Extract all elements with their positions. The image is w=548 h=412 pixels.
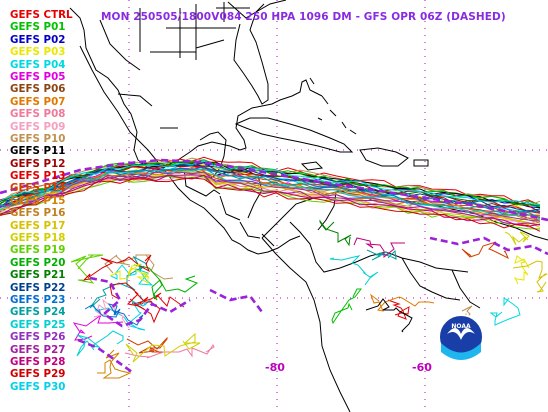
legend-item: GEFS P09 [10, 120, 66, 133]
operational-contour-segment [0, 158, 548, 222]
us-gulf-coastline [69, 7, 323, 171]
member-contour-south [124, 344, 215, 359]
legend-item: GEFS P21 [10, 269, 66, 282]
member-contour-south [93, 298, 130, 329]
south-america-borders [289, 191, 481, 309]
legend-item: GEFS P27 [10, 343, 66, 356]
legend-item: GEFS P23 [10, 293, 66, 306]
legend-item: GEFS P22 [10, 281, 66, 294]
lon-label-80w: -80 [265, 361, 285, 374]
member-contour-south [489, 297, 521, 326]
legend-item: GEFS P18 [10, 232, 66, 245]
mexico-interior-borders [99, 19, 178, 129]
member-contour-north [0, 174, 541, 226]
legend-item: GEFS P04 [10, 58, 66, 71]
member-contour-south [512, 260, 548, 293]
legend-item: GEFS CTRL [10, 9, 73, 21]
noaa-seagull-logo-icon: NOAA [438, 314, 484, 360]
jamaica-coastline [300, 161, 324, 171]
operational-contour-segment [209, 288, 264, 313]
operational-contour-segment [89, 276, 191, 328]
legend-item: GEFS P06 [10, 83, 66, 96]
legend-item: GEFS P13 [10, 170, 66, 183]
member-contour-south [110, 263, 154, 286]
member-contour-south [366, 249, 397, 261]
legend-item: GEFS P24 [10, 306, 66, 319]
member-contour-south [329, 255, 379, 286]
legend-item: GEFS P17 [10, 219, 66, 232]
member-contour-south [97, 349, 132, 379]
legend-item: GEFS P03 [10, 46, 66, 59]
member-contour-north [0, 168, 541, 219]
member-contour-north [0, 166, 541, 214]
member-contour-south [353, 237, 405, 259]
legend-item: GEFS P02 [10, 33, 66, 46]
mexico-pacific-coastline [79, 45, 301, 255]
noaa-logo-text: NOAA [451, 323, 471, 330]
member-contour-south [72, 308, 124, 341]
legend-item: GEFS P25 [10, 318, 66, 331]
legend-item: GEFS P29 [10, 368, 66, 381]
member-contour-south [461, 241, 509, 260]
member-contour-south [76, 330, 124, 357]
legend-item: GEFS P28 [10, 355, 66, 368]
lon-label-60w: -60 [412, 361, 432, 374]
member-contour-south [109, 282, 161, 324]
puerto-rico-coastline [413, 159, 429, 167]
member-contour-south [126, 336, 168, 354]
member-contour-north [0, 168, 541, 220]
member-contour-south [387, 299, 410, 320]
legend-item: GEFS P20 [10, 256, 66, 269]
operational-run-contour [0, 158, 548, 374]
atlantic-coastline [227, 0, 287, 19]
hispaniola-coastline [359, 147, 409, 167]
member-contour-south [133, 264, 199, 301]
legend-item: GEFS P01 [10, 21, 66, 34]
central-america-borders [183, 167, 275, 247]
member-contour-south [365, 298, 413, 333]
member-contour-north [0, 159, 541, 207]
member-contour-north [0, 177, 541, 232]
colombia-pacific-coastline [261, 237, 351, 412]
legend-item: GEFS P15 [10, 194, 66, 207]
ensemble-legend: GEFS CTRL GEFS P01 GEFS P02 GEFS P03 GEFS P0… [10, 9, 73, 393]
operational-contour-segment [429, 236, 548, 256]
member-contour-south [109, 263, 150, 284]
member-contour-south [70, 254, 104, 284]
legend-item: GEFS P10 [10, 132, 66, 145]
legend-item: GEFS P11 [10, 145, 66, 158]
member-contour-south [504, 231, 530, 246]
legend-item: GEFS P07 [10, 95, 66, 108]
legend-item: GEFS P14 [10, 182, 66, 195]
member-contour-north [0, 171, 541, 222]
member-contour-south [319, 219, 352, 247]
operational-contour-segment [77, 338, 133, 374]
legend-item: GEFS P26 [10, 331, 66, 344]
member-contour-south [513, 255, 530, 285]
legend-item: GEFS P05 [10, 70, 66, 83]
member-contour-north [0, 159, 541, 206]
member-contour-south [104, 254, 174, 280]
member-contour-south [125, 332, 201, 363]
map-title: MON 250505/1800V084 250 HPA 1096 DM - GF… [101, 11, 506, 23]
bahamas-islands [309, 77, 357, 135]
legend-item: GEFS P30 [10, 380, 66, 393]
legend-item: GEFS P19 [10, 244, 66, 257]
coastlines-borders [69, 0, 548, 412]
legend-item: GEFS P12 [10, 157, 66, 170]
cuba-coastline [234, 117, 354, 153]
legend-item: GEFS P08 [10, 108, 66, 121]
legend-item: GEFS P16 [10, 207, 66, 220]
us-interior-borders [139, 2, 250, 60]
florida-coastline [233, 3, 269, 105]
member-contour-south [331, 288, 362, 325]
member-contour-south [82, 254, 152, 281]
